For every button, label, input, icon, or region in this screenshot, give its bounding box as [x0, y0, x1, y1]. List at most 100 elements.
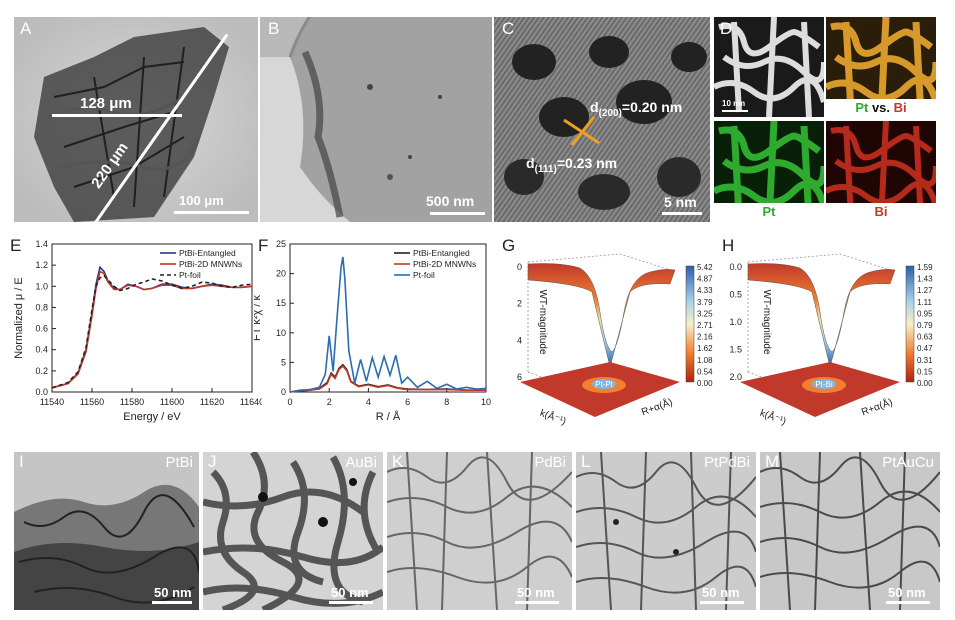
- panel-h-wavelet-plot: H Pt-Bi 0.0 0.5 1.0 1.5 2.0 WT-magnitude k(Å⁻¹)…: [720, 232, 942, 442]
- d200-val: =0.20 nm: [621, 99, 683, 115]
- d200-sub: (200): [598, 107, 622, 119]
- x-tick-label: 11640: [240, 397, 262, 407]
- x-tick-label: 11560: [80, 397, 104, 407]
- tem-network-image: [387, 452, 572, 610]
- chart-h-svg: Pt-Bi 0.0 0.5 1.0 1.5 2.0 WT-magnitude k(Å⁻¹) R+…: [729, 253, 933, 427]
- panel-k-tem-image: K PdBi 50 nm: [387, 452, 572, 610]
- wt-base-peak: [812, 379, 836, 389]
- panel-d-eds-mapping: D 10 nm Pt vs. Bi Pt Bi: [714, 17, 936, 222]
- panel-e-xanes-chart: E 11540 11560 11580 11600 11620 11640 0.0 0.2 0.…: [0, 232, 262, 442]
- panel-j-scale-bar: [329, 601, 373, 604]
- x-axis-label: k(Å⁻¹): [758, 406, 788, 427]
- map-overlay: Pt vs. Bi: [826, 17, 936, 117]
- legend-label: PtBi-2D MNWNs: [413, 259, 476, 269]
- colorbar-tick-label: 5.42: [697, 263, 713, 272]
- y-tick-label: 0.2: [35, 366, 48, 376]
- panel-a-scale-text: 100 μm: [179, 193, 224, 208]
- panel-m-tem-image: M PtAuCu 50 nm: [760, 452, 940, 610]
- series-line-pt-foil: [289, 256, 487, 393]
- panel-i-tem-image: I PtBi 50 nm: [14, 452, 199, 610]
- y-tick-label: 0.0: [35, 387, 48, 397]
- panel-m-label: M: [765, 452, 780, 471]
- colorbar-tick-label: 4.33: [697, 286, 713, 295]
- panel-i-label: I: [19, 452, 24, 471]
- colorbar-tick-label: 1.62: [697, 344, 713, 353]
- panel-l-tem-image: L PtPdBi 50 nm: [576, 452, 756, 610]
- x-tick-label: 11600: [160, 397, 184, 407]
- panel-f-label: F: [258, 236, 269, 255]
- y-tick-label: 5: [281, 357, 286, 367]
- panel-l-scale-text: 50 nm: [702, 585, 740, 600]
- panel-i-name: PtBi: [165, 454, 193, 471]
- panel-k-label: K: [392, 452, 404, 471]
- x-tick-label: 8: [444, 397, 449, 407]
- z-tick-label: 0.5: [729, 290, 742, 300]
- panel-m-scale-bar: [886, 601, 930, 604]
- legend-label: PtBi-Entangled: [413, 248, 470, 258]
- panel-j-scale-text: 50 nm: [331, 585, 369, 600]
- panel-e-label: E: [10, 236, 22, 255]
- z-tick-label: 2.0: [729, 372, 742, 382]
- panel-d-scale-text: 10 nm: [722, 99, 746, 108]
- colorbar-tick-label: 1.08: [697, 356, 713, 365]
- colorbar-tick-label: 0.54: [697, 367, 713, 376]
- x-tick-label: 11540: [40, 397, 64, 407]
- colorbar-tick-label: 2.16: [697, 333, 713, 342]
- colorbar: [905, 265, 915, 383]
- series-line-pt-foil: [51, 274, 253, 389]
- panel-k-scale-text: 50 nm: [517, 585, 555, 600]
- colorbar-tick-label: 1.43: [917, 275, 933, 284]
- measure-line-128: [52, 114, 182, 117]
- z-tick-label: 6: [517, 372, 522, 382]
- wt-peak-label: Pt-Bi: [815, 380, 833, 389]
- wt-peak-label: Pt-Pt: [595, 380, 614, 389]
- panel-b-scale-bar: [430, 212, 485, 215]
- panel-c-hrtem-image: C d(200)=0.20 nm d(111)=0.23 nm 5 nm: [494, 17, 710, 222]
- panel-m-name: PtAuCu: [882, 454, 934, 471]
- legend-label: Pt-foil: [179, 270, 201, 280]
- tem-network-image: [760, 452, 940, 610]
- d111-val: =0.23 nm: [556, 155, 618, 171]
- panel-d-scale-bar: [722, 110, 748, 112]
- map-overlay-caption: Pt vs. Bi: [826, 99, 936, 117]
- colorbar-tick-label: 0.63: [917, 333, 933, 342]
- z-axis-label: WT-magnitude: [761, 289, 772, 354]
- colorbar-tick-label: 0.79: [917, 321, 933, 330]
- d111-annotation: d(111)=0.23 nm: [526, 155, 617, 175]
- x-tick-label: 6: [405, 397, 410, 407]
- z-tick-label: 4: [517, 335, 522, 345]
- measure-128-text: 128 μm: [80, 95, 132, 112]
- colorbar-tick-label: 4.87: [697, 275, 713, 284]
- colorbar-tick-label: 0.47: [917, 344, 933, 353]
- overlay-vs-text: vs.: [868, 100, 894, 115]
- panel-i-scale-text: 50 nm: [154, 585, 192, 600]
- legend-label: Pt-foil: [413, 270, 435, 280]
- z-tick-label: 1.0: [729, 317, 742, 327]
- tem-network-image: [203, 452, 383, 610]
- colorbar-tick-label: 1.59: [917, 263, 933, 272]
- y-tick-label: 0.6: [35, 324, 48, 334]
- z-tick-label: 1.5: [729, 345, 742, 355]
- tem-sheet-image: [260, 17, 492, 222]
- tem-network-image: [576, 452, 756, 610]
- d111-main: d: [526, 155, 535, 171]
- panel-g-label: G: [502, 236, 516, 255]
- z-axis-label: WT-magnitude: [537, 289, 548, 354]
- z-tick-label: 0: [517, 262, 522, 272]
- chart-g-svg: Pt-Pt 0 2 4 6 WT-magnitude k(Å⁻¹) R+α(Å) 5.42 4.8…: [517, 253, 713, 427]
- series-line-ptbi-entangled: [51, 265, 253, 389]
- panel-j-tem-image: J AuBi 50 nm: [203, 452, 383, 610]
- series-line-ptbi-2d-mnwns: [51, 270, 253, 389]
- panel-a-scale-bar: [174, 211, 249, 214]
- z-tick-label: 0.0: [729, 262, 742, 272]
- d111-sub: (111): [534, 163, 557, 175]
- colorbar-tick-label: 3.25: [697, 309, 713, 318]
- legend-label: PtBi-2D MNWNs: [179, 259, 242, 269]
- chart-f-svg: 0 2 4 6 8 10 0 5 10 15 20 25 R / Å FT k²χ / k PtBi-Ent…: [254, 239, 491, 423]
- y-tick-label: 1.0: [35, 281, 48, 291]
- wt-surface: [747, 263, 896, 368]
- panel-k-name: PdBi: [534, 454, 566, 471]
- map-bi: Bi: [826, 121, 936, 221]
- panel-b-scale-text: 500 nm: [426, 193, 475, 209]
- colorbar-tick-label: 0.15: [917, 367, 933, 376]
